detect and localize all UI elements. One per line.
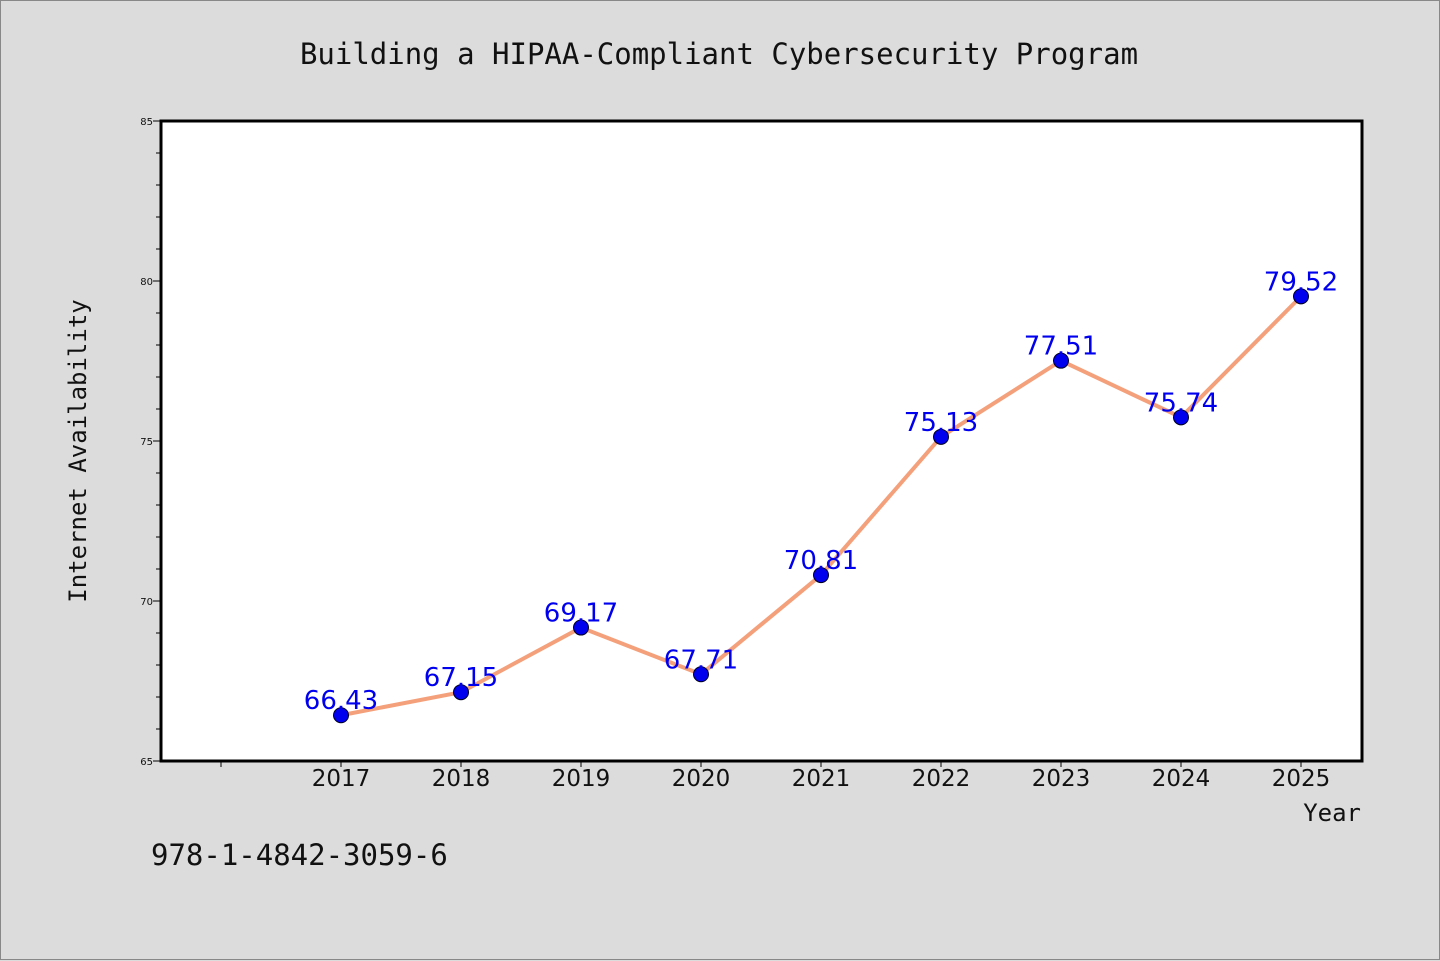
data-labels: 66.43 67.15 69.17 67.71 70.81 75.13 77.51 75.74… (304, 267, 1338, 716)
data-point-marker (933, 428, 949, 445)
x-tick-label: 2017 (312, 766, 371, 792)
y-tick-label: 85 (140, 117, 153, 128)
data-point-marker (813, 567, 829, 584)
data-point-marker (1053, 352, 1069, 369)
data-label: 75.74 (1144, 388, 1218, 418)
data-point-marker (573, 619, 589, 636)
series (333, 288, 1309, 724)
data-label: 67.15 (424, 663, 498, 693)
x-tick-label: 2020 (672, 766, 731, 792)
x-tick-label: 2021 (792, 766, 851, 792)
data-label: 79.52 (1264, 267, 1338, 297)
x-axis: 2017 2018 2019 2020 2021 2022 2023 2024 2025 (220, 761, 1331, 792)
data-point-marker (1173, 409, 1189, 426)
data-label: 66.43 (304, 686, 378, 716)
y-tick-label: 65 (140, 757, 153, 768)
x-tick-label: 2025 (1272, 766, 1331, 792)
data-label: 67.71 (664, 645, 738, 675)
data-point-marker (693, 666, 709, 683)
plot-area (159, 119, 1364, 763)
y-tick-label: 75 (140, 437, 153, 448)
data-point-marker (333, 707, 349, 724)
data-label: 70.81 (784, 546, 858, 576)
data-label: 75.13 (904, 408, 978, 438)
x-tick-label: 2023 (1032, 766, 1091, 792)
x-tick-label: 2019 (552, 766, 611, 792)
y-tick-label: 80 (140, 277, 153, 288)
y-axis-label: Internet Availability (64, 299, 92, 602)
y-axis: 65 70 75 80 85 (140, 117, 161, 768)
chart-title: Building a HIPAA-Compliant Cybersecurity… (300, 37, 1138, 71)
y-tick-label: 70 (140, 597, 153, 608)
x-tick-label: 2024 (1152, 766, 1211, 792)
x-tick-label: 2022 (912, 766, 971, 792)
x-axis-label: Year (1303, 799, 1361, 827)
x-tick-label: 2018 (432, 766, 491, 792)
data-label: 77.51 (1024, 332, 1098, 362)
data-point-marker (453, 684, 469, 701)
data-point-marker (1293, 288, 1309, 305)
data-label: 69.17 (544, 599, 618, 629)
isbn-text: 978-1-4842-3059-6 (151, 838, 448, 872)
